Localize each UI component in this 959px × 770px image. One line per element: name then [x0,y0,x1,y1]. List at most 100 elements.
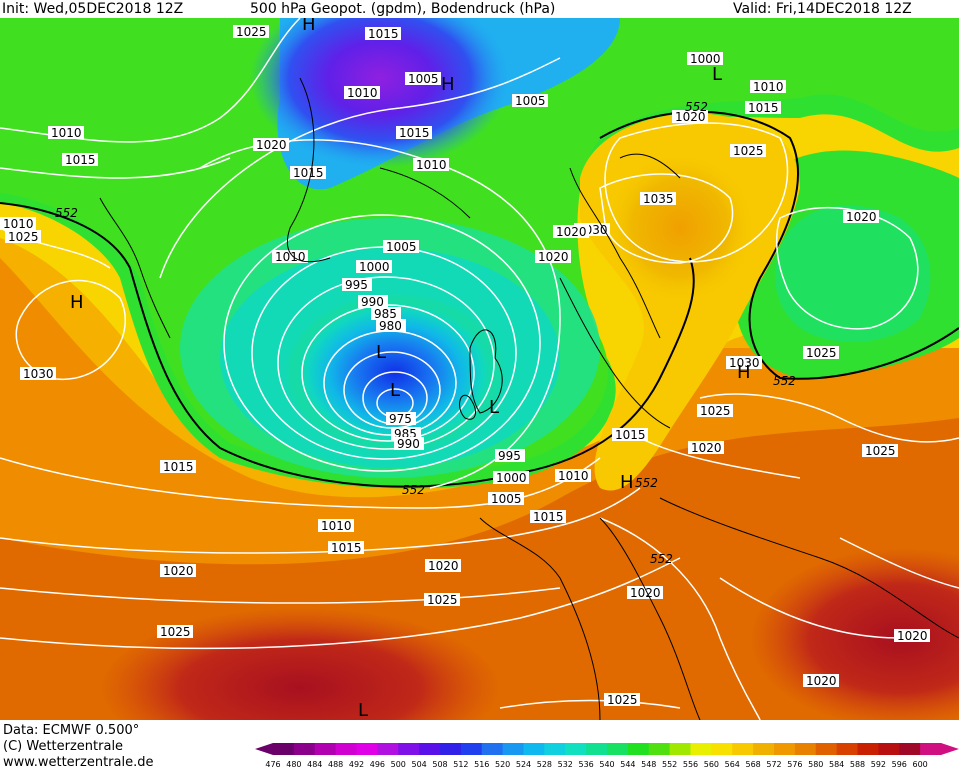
isobar-label: 1010 [48,126,84,140]
colorbar-swatch [293,743,316,755]
isobar-label: 1005 [383,240,419,254]
svg-text:1000: 1000 [359,260,390,274]
isobar-label: 1005 [405,72,441,86]
isobar-label: 1025 [862,444,898,458]
isobar-label: 1020 [672,110,708,124]
isobar-label: 1025 [424,593,460,607]
contour-label-552: 552 [685,100,708,114]
svg-text:1025: 1025 [865,444,896,458]
isobar-label: 1025 [604,693,640,707]
isobar-label: 1010 [0,217,36,231]
website-link[interactable]: www.wetterzentrale.de [3,755,154,770]
colorbar-swatch [502,743,525,755]
isobar-label: 995 [342,278,372,292]
colorbar-tick-label: 528 [537,760,552,769]
svg-text:1010: 1010 [275,250,306,264]
colorbar-swatch [544,743,566,755]
colorbar-tick-label: 476 [265,760,280,769]
svg-text:1000: 1000 [496,471,527,485]
map-header: Init: Wed,05DEC2018 12Z 500 hPa Geopot. … [0,0,959,18]
colorbar-tick-label: 496 [370,760,385,769]
isobar-label: 1010 [318,519,354,533]
colorbar-tick-label: 492 [349,760,364,769]
low-center-marker: L [390,380,400,401]
isobar-label: 1015 [745,101,781,115]
colorbar-tick-label: 564 [725,760,740,769]
copyright: (C) Wetterzentrale [3,739,124,754]
colorbar-tick-label: 560 [704,760,719,769]
isobar-label: 1010 [555,469,591,483]
isobar-label: 1020 [553,225,589,239]
svg-text:1020: 1020 [806,674,837,688]
svg-text:1020: 1020 [256,138,287,152]
colorbar-tick-label: 508 [432,760,447,769]
isobar-label: 1020 [894,629,930,643]
isobar-label: 1030 [726,356,762,370]
svg-text:1005: 1005 [491,492,522,506]
contour-label-552: 552 [55,206,78,220]
colorbar-tick-label: 520 [495,760,510,769]
isobar-label: 1015 [612,428,648,442]
colorbar-swatch [377,743,399,755]
svg-text:1025: 1025 [427,593,458,607]
colorbar-swatch [669,743,692,755]
isobar-label: 1015 [328,541,364,555]
svg-text:1010: 1010 [51,126,82,140]
colorbar: 476 480 484 488 492 496 500 504 508 512 516 520 524 5… [255,743,959,769]
svg-text:1005: 1005 [408,72,439,86]
svg-text:995: 995 [345,278,368,292]
svg-text:985: 985 [374,307,397,321]
isobar-label: 1020 [688,441,724,455]
colorbar-swatch [920,743,942,755]
low-center-marker: L [489,397,499,418]
high-center-marker: H [441,74,455,95]
isobars [0,18,959,720]
svg-text:1000: 1000 [690,52,721,66]
isobar-label: 1020 [803,674,839,688]
colorbar-tick-label: 488 [328,760,343,769]
colorbar-tick-label: 516 [474,760,489,769]
svg-text:990: 990 [397,437,420,451]
svg-text:1015: 1015 [748,101,779,115]
colorbar-swatch [398,743,420,755]
contour-552 [0,110,959,488]
colorbar-swatch [774,743,796,755]
svg-text:995: 995 [498,449,521,463]
colorbar-tick-label: 572 [766,760,781,769]
colorbar-tick-label: 552 [662,760,677,769]
colorbar-tick-label: 484 [307,760,322,769]
colorbar-swatch [586,743,608,755]
svg-text:1025: 1025 [236,25,267,39]
colorbar-tick-label: 592 [871,760,886,769]
colorbar-tick-label: 576 [787,760,802,769]
svg-text:980: 980 [379,319,402,333]
isobar-label: 1020 [535,250,571,264]
contour-label-552: 552 [402,483,425,497]
isobar-label: 985 [371,307,401,321]
svg-text:1010: 1010 [347,86,378,100]
low-core [285,293,505,453]
svg-text:1015: 1015 [331,541,362,555]
colorbar-tick-label: 568 [745,760,760,769]
colorbar-tick-label: 540 [599,760,614,769]
svg-text:1030: 1030 [729,356,760,370]
svg-text:1025: 1025 [700,404,731,418]
isobar-label: 1000 [687,52,723,66]
svg-text:1030: 1030 [23,367,54,381]
isobar-label: 1010 [344,86,380,100]
isobar-label: 995 [495,449,525,463]
isobar-label: 990 [358,295,388,309]
valid-time: Valid: Fri,14DEC2018 12Z [733,1,912,17]
colorbar-swatch [732,743,754,755]
isobar-label: 1025 [803,346,839,360]
coastlines [99,77,959,720]
svg-text:1020: 1020 [691,441,722,455]
contour-label-552: 552 [773,374,796,388]
isobar-label: 1025 [730,144,766,158]
svg-text:1025: 1025 [733,144,764,158]
svg-text:1015: 1015 [293,166,324,180]
contour-label-552: 552 [650,552,673,566]
colorbar-swatch [899,743,921,755]
isobar-label: 1030 [20,367,56,381]
isobar-label: 1025 [5,230,41,244]
